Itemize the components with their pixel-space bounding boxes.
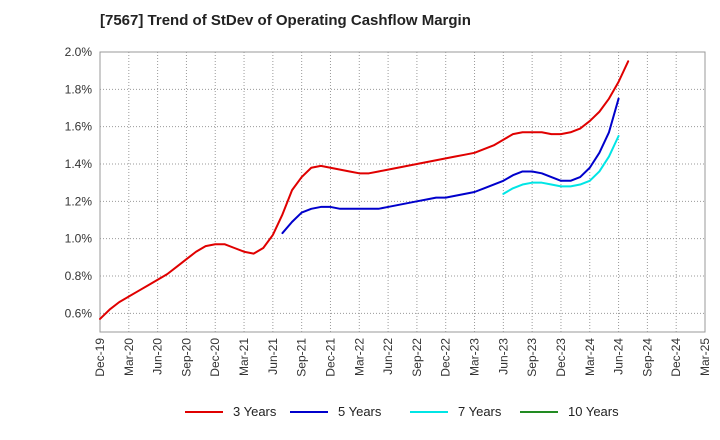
x-tick-label: Mar-24 <box>583 338 597 376</box>
legend-swatch <box>520 410 558 413</box>
grid <box>100 52 705 332</box>
x-tick-label: Sep-20 <box>179 338 193 377</box>
x-tick-label: Jun-22 <box>381 338 395 375</box>
x-tick-label: Sep-23 <box>525 338 539 377</box>
x-tick-label: Dec-19 <box>93 338 107 377</box>
x-tick-label: Dec-22 <box>439 338 453 377</box>
x-tick-label: Jun-20 <box>151 338 165 375</box>
x-tick-label: Sep-21 <box>295 338 309 377</box>
x-tick-label: Dec-21 <box>323 338 337 377</box>
y-tick-label: 1.4% <box>65 157 93 171</box>
x-tick-label: Mar-23 <box>468 338 482 376</box>
y-tick-label: 1.6% <box>65 120 93 134</box>
x-tick-label: Dec-24 <box>669 338 683 377</box>
x-tick-label: Dec-23 <box>554 338 568 377</box>
legend-item: 3 Years <box>185 404 276 419</box>
legend-item: 7 Years <box>410 404 501 419</box>
x-tick-label: Jun-23 <box>496 338 510 375</box>
y-tick-label: 0.6% <box>65 306 93 320</box>
chart-title: [7567] Trend of StDev of Operating Cashf… <box>100 12 471 29</box>
y-tick-label: 1.8% <box>65 82 93 96</box>
x-tick-label: Mar-20 <box>122 338 136 376</box>
legend-label: 3 Years <box>233 404 277 419</box>
series-line-0 <box>99 60 630 320</box>
legend-item: 5 Years <box>290 404 381 419</box>
y-tick-label: 2.0% <box>65 45 93 59</box>
legend-swatch <box>185 410 223 413</box>
x-tick-label: Jun-24 <box>612 338 626 375</box>
legend-label: 5 Years <box>338 404 382 419</box>
legend-swatch <box>290 410 328 413</box>
series-line-1 <box>281 97 620 235</box>
x-axis-tick-labels: Dec-19 Mar-20 Jun-20 Sep-20 Dec-20 Mar-21 Jun-… <box>93 338 712 377</box>
y-tick-label: 1.0% <box>65 232 93 246</box>
plot-area-frame <box>99 51 706 333</box>
legend-label: 7 Years <box>458 404 502 419</box>
y-tick-label: 1.2% <box>65 194 93 208</box>
x-tick-label: Mar-25 <box>698 338 712 376</box>
x-tick-label: Mar-21 <box>237 338 251 376</box>
x-tick-label: Sep-24 <box>640 338 654 377</box>
x-tick-label: Sep-22 <box>410 338 424 377</box>
legend-item: 10 Years <box>520 404 619 419</box>
series-lines <box>99 60 630 320</box>
legend: 3 Years 5 Years 7 Years 10 Years <box>0 404 720 426</box>
series-line-2 <box>502 135 620 195</box>
x-tick-label: Mar-22 <box>352 338 366 376</box>
y-tick-label: 0.8% <box>65 269 93 283</box>
x-tick-label: Dec-20 <box>208 338 222 377</box>
legend-swatch <box>410 410 448 413</box>
legend-label: 10 Years <box>568 404 619 419</box>
y-axis-tick-labels: 0.6% 0.8% 1.0% 1.2% 1.4% 1.6% 1.8% 2.0% <box>65 45 93 320</box>
x-tick-label: Jun-21 <box>266 338 280 375</box>
